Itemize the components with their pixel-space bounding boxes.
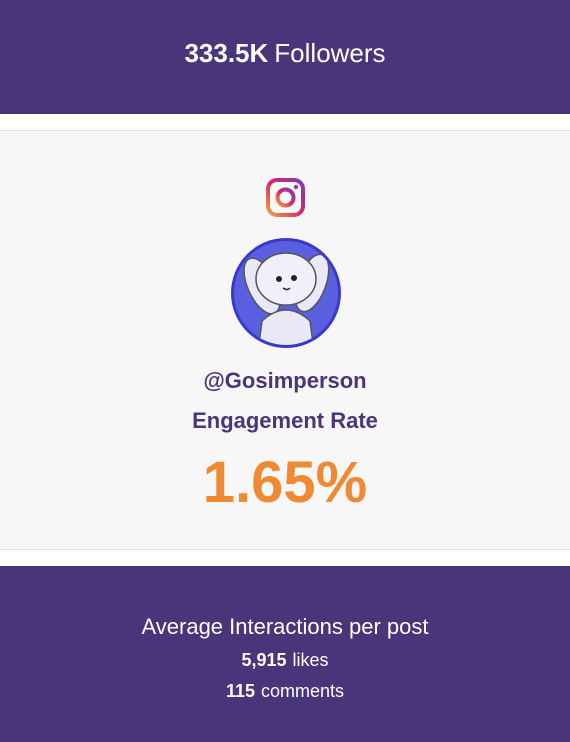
- likes: 5,915 likes: [0, 650, 570, 671]
- footer-title: Average Interactions per post: [141, 614, 429, 639]
- profile-graphics: [231, 178, 341, 348]
- avatar: [231, 238, 341, 348]
- comments: 115 comments: [0, 681, 570, 702]
- followers: 333.5K Followers: [0, 38, 570, 69]
- comments-count: 115: [225, 681, 255, 701]
- header: 333.5K Followers: [0, 0, 570, 114]
- profile-card: @Gosimperson Engagement Rate 1.65%: [0, 130, 570, 550]
- likes-count: 5,915: [241, 650, 287, 670]
- instagram-icon: [266, 178, 305, 217]
- metric-value: 1.65%: [202, 450, 368, 515]
- followers-count: 333.5K: [184, 38, 269, 68]
- comments-label: comments: [261, 681, 345, 701]
- likes-label: likes: [292, 650, 329, 670]
- handle: @Gosimperson: [203, 368, 367, 393]
- footer: Average Interactions per post 5,915 likes…: [0, 566, 570, 742]
- metric-label: Engagement Rate: [192, 408, 378, 433]
- followers-label: Followers: [274, 38, 386, 68]
